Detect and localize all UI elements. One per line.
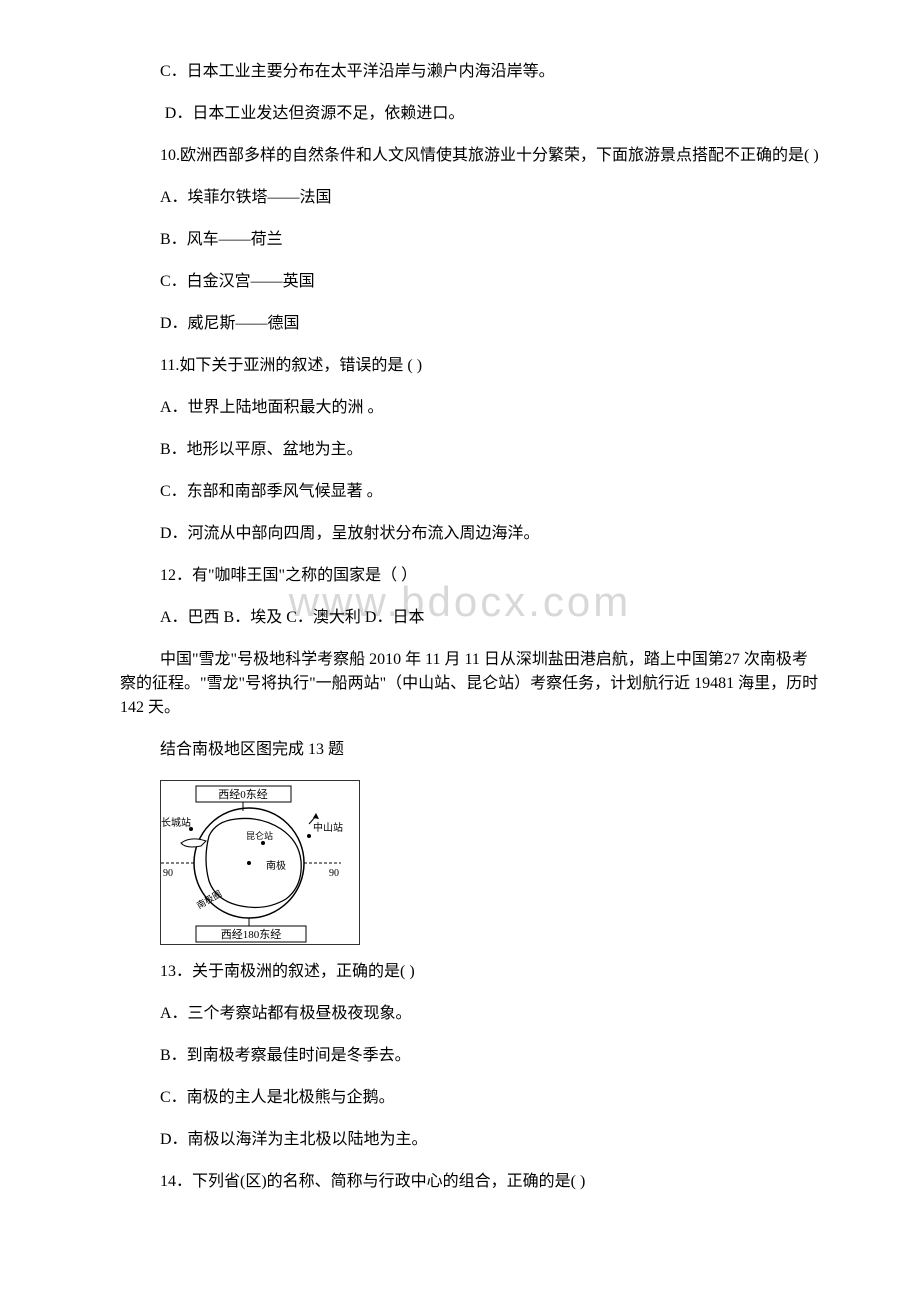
q11-option-a: A．世界上陆地面积最大的洲 。 — [120, 396, 820, 420]
q10-option-b: B．风车——荷兰 — [120, 228, 820, 252]
q11-option-c: C．东部和南部季风气候显著 。 — [120, 480, 820, 504]
q12-stem: 12．有"咖啡王国"之称的国家是（ ） — [120, 564, 820, 588]
passage-map-ref: 结合南极地区图完成 13 题 — [120, 738, 820, 762]
q13-option-d: D．南极以海洋为主北极以陆地为主。 — [120, 1128, 820, 1152]
document-content: C．日本工业主要分布在太平洋沿岸与濑户内海沿岸等。 D．日本工业发达但资源不足，… — [120, 60, 820, 1194]
q9-option-d: D．日本工业发达但资源不足，依赖进口。 — [120, 102, 820, 126]
q13-option-b: B．到南极考察最佳时间是冬季去。 — [120, 1044, 820, 1068]
antarctic-map: 西经0东经 南极 昆仑站 中山站 长城站 90 — [160, 780, 360, 945]
q9-option-c: C．日本工业主要分布在太平洋沿岸与濑户内海沿岸等。 — [120, 60, 820, 84]
map-south-pole-dot — [247, 861, 251, 865]
map-kunlun-dot — [261, 841, 265, 845]
map-nanji-label: 南极 — [266, 859, 286, 872]
map-right-90: 90 — [329, 868, 339, 879]
q10-option-c: C．白金汉宫——英国 — [120, 270, 820, 294]
passage-antarctic: 中国"雪龙"号极地科学考察船 2010 年 11 月 11 日从深圳盐田港启航，… — [120, 648, 820, 720]
map-top-label: 西经0东经 — [218, 788, 268, 801]
map-peninsula — [181, 839, 206, 847]
q11-option-b: B．地形以平原、盆地为主。 — [120, 438, 820, 462]
map-changcheng-label: 长城站 — [161, 816, 191, 829]
q13-stem: 13．关于南极洲的叙述，正确的是( ) — [120, 960, 820, 984]
map-svg: 西经0东经 南极 昆仑站 中山站 长城站 90 — [161, 781, 359, 944]
map-bottom-label: 西经180东经 — [221, 928, 282, 941]
map-zhongshan-label: 中山站 — [313, 821, 343, 834]
q13-option-c: C．南极的主人是北极熊与企鹅。 — [120, 1086, 820, 1110]
q11-stem: 11.如下关于亚洲的叙述，错误的是 ( ) — [120, 354, 820, 378]
map-zhongshan-dot — [307, 834, 311, 838]
q10-option-a: A．埃菲尔铁塔——法国 — [120, 186, 820, 210]
q14-stem: 14．下列省(区)的名称、简称与行政中心的组合，正确的是( ) — [120, 1170, 820, 1194]
map-left-90: 90 — [163, 868, 173, 879]
q10-stem: 10.欧洲西部多样的自然条件和人文风情使其旅游业十分繁荣，下面旅游景点搭配不正确… — [120, 144, 820, 168]
q11-option-d: D．河流从中部向四周，呈放射状分布流入周边海洋。 — [120, 522, 820, 546]
map-kunlun-label: 昆仑站 — [246, 830, 273, 841]
q10-option-d: D．威尼斯——德国 — [120, 312, 820, 336]
map-nanjiquan-label: 南极圈 — [195, 888, 224, 911]
q13-option-a: A．三个考察站都有极昼极夜现象。 — [120, 1002, 820, 1026]
q12-options: A．巴西 B．埃及 C．澳大利 D．日本 — [120, 606, 820, 630]
